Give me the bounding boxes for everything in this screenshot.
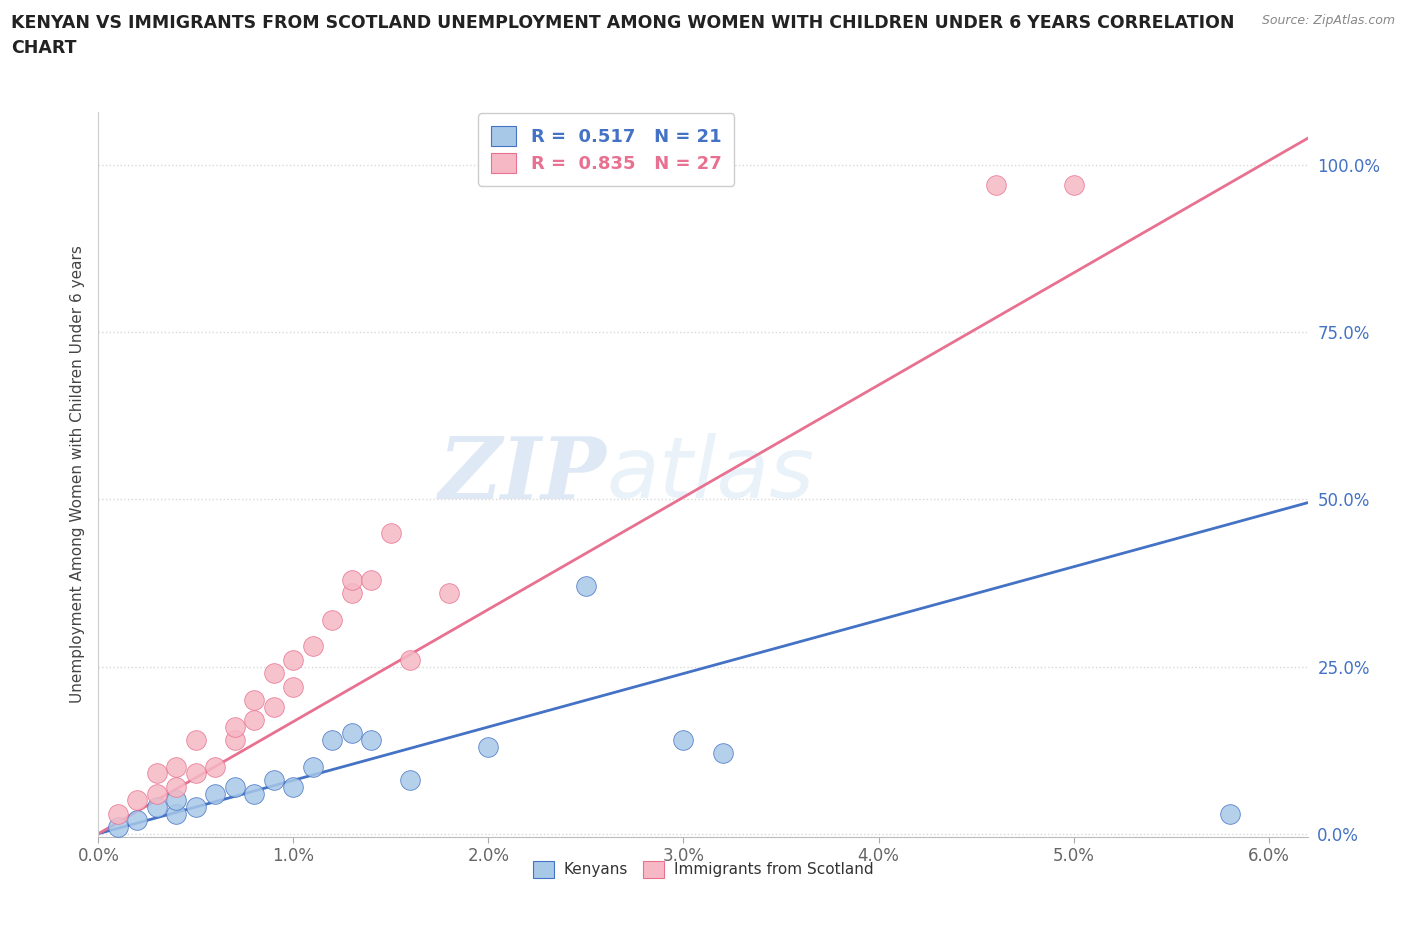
Point (575, 578, 598, 593)
Point (340, 572, 363, 587)
Point (165, 760, 187, 775)
Point (302, 760, 325, 775)
Point (243, 786, 266, 801)
Point (321, 733, 343, 748)
Point (165, 779, 187, 794)
Point (302, 639, 325, 654)
Point (165, 792, 187, 807)
Point (477, 739, 499, 754)
Point (399, 773, 422, 788)
Point (984, 178, 1007, 193)
Point (127, 792, 149, 807)
Legend: Kenyans, Immigrants from Scotland: Kenyans, Immigrants from Scotland (527, 855, 879, 884)
Point (439, 586, 461, 601)
Point (243, 693, 266, 708)
Text: Source: ZipAtlas.com: Source: ZipAtlas.com (1261, 14, 1395, 27)
Point (127, 813, 149, 828)
Text: KENYAN VS IMMIGRANTS FROM SCOTLAND UNEMPLOYMENT AMONG WOMEN WITH CHILDREN UNDER : KENYAN VS IMMIGRANTS FROM SCOTLAND UNEMP… (11, 14, 1234, 32)
Point (340, 726, 363, 741)
Point (224, 719, 246, 734)
Point (321, 612, 343, 627)
Point (184, 766, 207, 781)
Y-axis label: Unemployment Among Women with Children Under 6 years: Unemployment Among Women with Children U… (69, 246, 84, 703)
Point (224, 733, 246, 748)
Point (360, 572, 382, 587)
Point (1219, 806, 1241, 821)
Point (283, 679, 305, 694)
Point (399, 652, 422, 667)
Point (204, 760, 226, 775)
Point (1063, 178, 1085, 193)
Point (263, 699, 285, 714)
Point (184, 733, 207, 748)
Text: atlas: atlas (606, 432, 814, 516)
Point (224, 779, 246, 794)
Point (380, 525, 402, 540)
Point (107, 819, 129, 834)
Point (340, 586, 363, 601)
Point (672, 733, 695, 748)
Point (283, 779, 305, 794)
Point (360, 733, 382, 748)
Text: CHART: CHART (11, 39, 77, 57)
Point (263, 666, 285, 681)
Point (146, 766, 169, 781)
Point (146, 786, 169, 801)
Point (184, 800, 207, 815)
Point (711, 746, 734, 761)
Point (165, 806, 187, 821)
Point (146, 800, 169, 815)
Point (204, 786, 226, 801)
Point (107, 806, 129, 821)
Point (283, 652, 305, 667)
Text: ZIP: ZIP (439, 432, 606, 516)
Point (243, 712, 266, 727)
Point (263, 773, 285, 788)
